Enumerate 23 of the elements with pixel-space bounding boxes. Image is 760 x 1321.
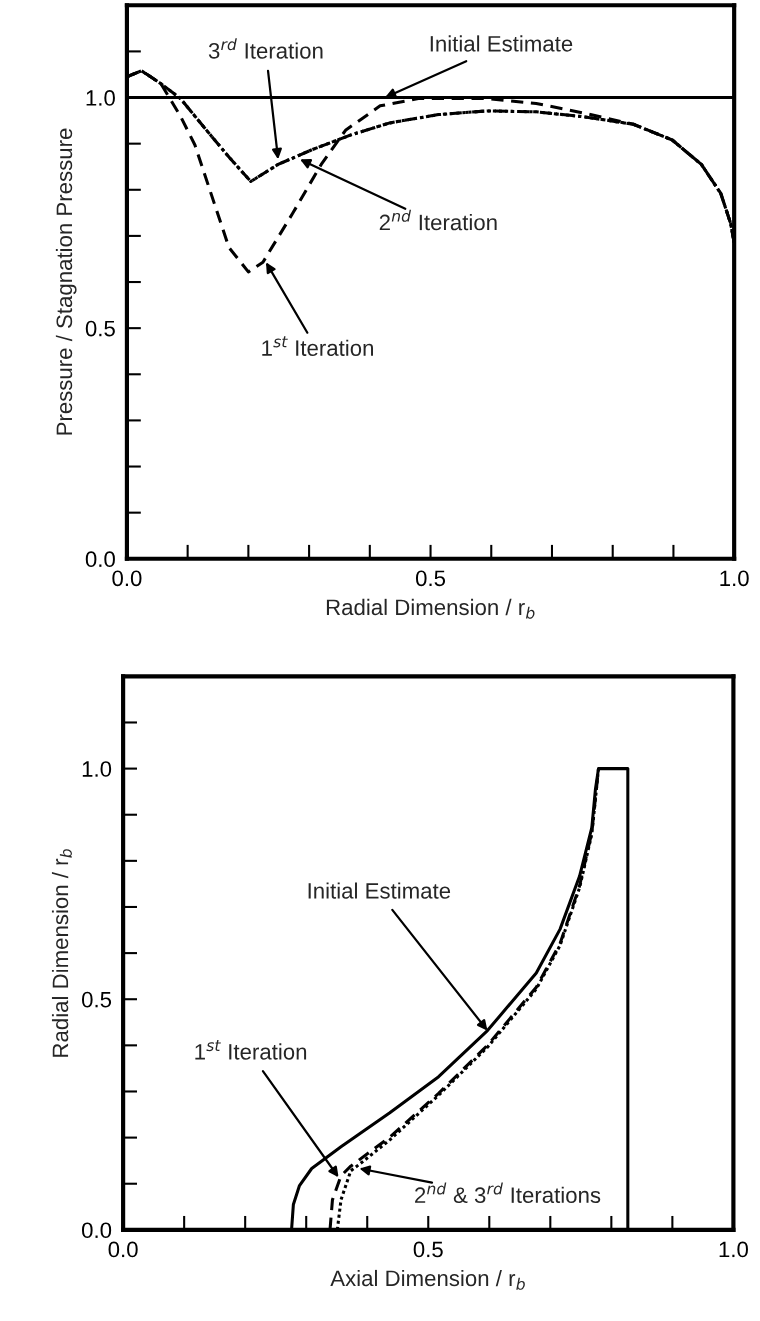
y-tick-label: 0.0 (81, 1222, 112, 1239)
x-tick-label: 0.0 (108, 1241, 138, 1258)
annotation: Initial Estimate (430, 35, 573, 52)
x-tick-label: 1.0 (720, 570, 749, 587)
x-tick-label: 1.0 (719, 1241, 748, 1258)
annotation: 2$^{nd}$ & 3$^{rd}$ Iterations (415, 1182, 601, 1204)
annotation: Initial Estimate (308, 882, 451, 899)
y-tick-label: 0.5 (81, 991, 112, 1008)
x-tick-label: 0.5 (413, 1241, 443, 1258)
y-tick-label: 1.0 (86, 90, 115, 106)
annotation: 1$^{st}$ Iteration (262, 336, 373, 356)
x-tick-label: 0.5 (415, 570, 446, 587)
annotation: 3$^{rd}$ Iteration (208, 38, 323, 59)
x-axis-title: Radial Dimension / r$_{b}$ (326, 598, 535, 619)
y-tick-label: 1.0 (82, 761, 112, 777)
annotation: 2$^{nd}$ Iteration (379, 209, 497, 231)
x-tick-label: 0.0 (112, 570, 142, 587)
y-tick-label: 0.5 (85, 320, 115, 337)
y-tick-label: 0.0 (85, 551, 115, 568)
y-axis-title: Pressure / Stagnation Pressure (55, 128, 77, 435)
annotation: 1$^{st}$ Iteration (195, 1040, 307, 1060)
x-axis-title: Axial Dimension / r$_{b}$ (330, 1269, 525, 1290)
y-axis-title: Radial Dimension / r$_{b}$ (51, 849, 72, 1057)
